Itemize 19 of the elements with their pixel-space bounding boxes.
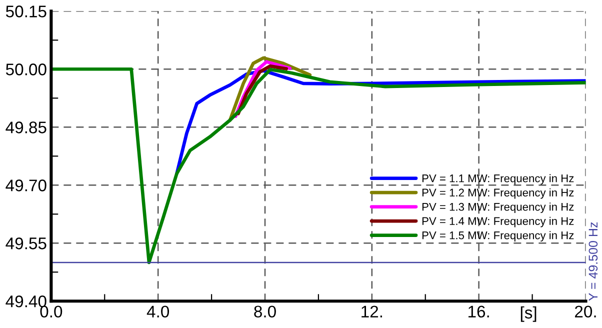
x-tick-label: 16.	[468, 306, 489, 318]
x-tick-label: 12.	[362, 306, 382, 318]
y-tick-label: 50.15	[6, 6, 46, 18]
y-tick-label: 49.70	[6, 180, 46, 192]
legend-label: PV = 1.2 MW: Frequency in Hz	[422, 188, 574, 199]
y-tick-label: 50.00	[6, 64, 46, 76]
legend-label: PV = 1.1 MW: Frequency in Hz	[422, 174, 574, 184]
line-series	[228, 56, 312, 122]
x-tick-label: 0.0	[40, 306, 62, 318]
line-series	[51, 67, 586, 264]
x-tick-label: 4.0	[146, 306, 170, 318]
x-tick-label: 8.0	[254, 306, 276, 318]
x-axis-title: [s]	[520, 306, 536, 322]
legend-label: PV = 1.3 MW: Frequency in Hz	[422, 202, 574, 213]
y-tick-label: 49.85	[6, 122, 46, 134]
y-tick-label: 49.55	[6, 238, 46, 250]
ref-line-label: Y = 49.500 Hz	[588, 222, 598, 301]
x-tick-label: 20.	[575, 306, 596, 318]
y-tick-label: 49.40	[6, 296, 46, 308]
